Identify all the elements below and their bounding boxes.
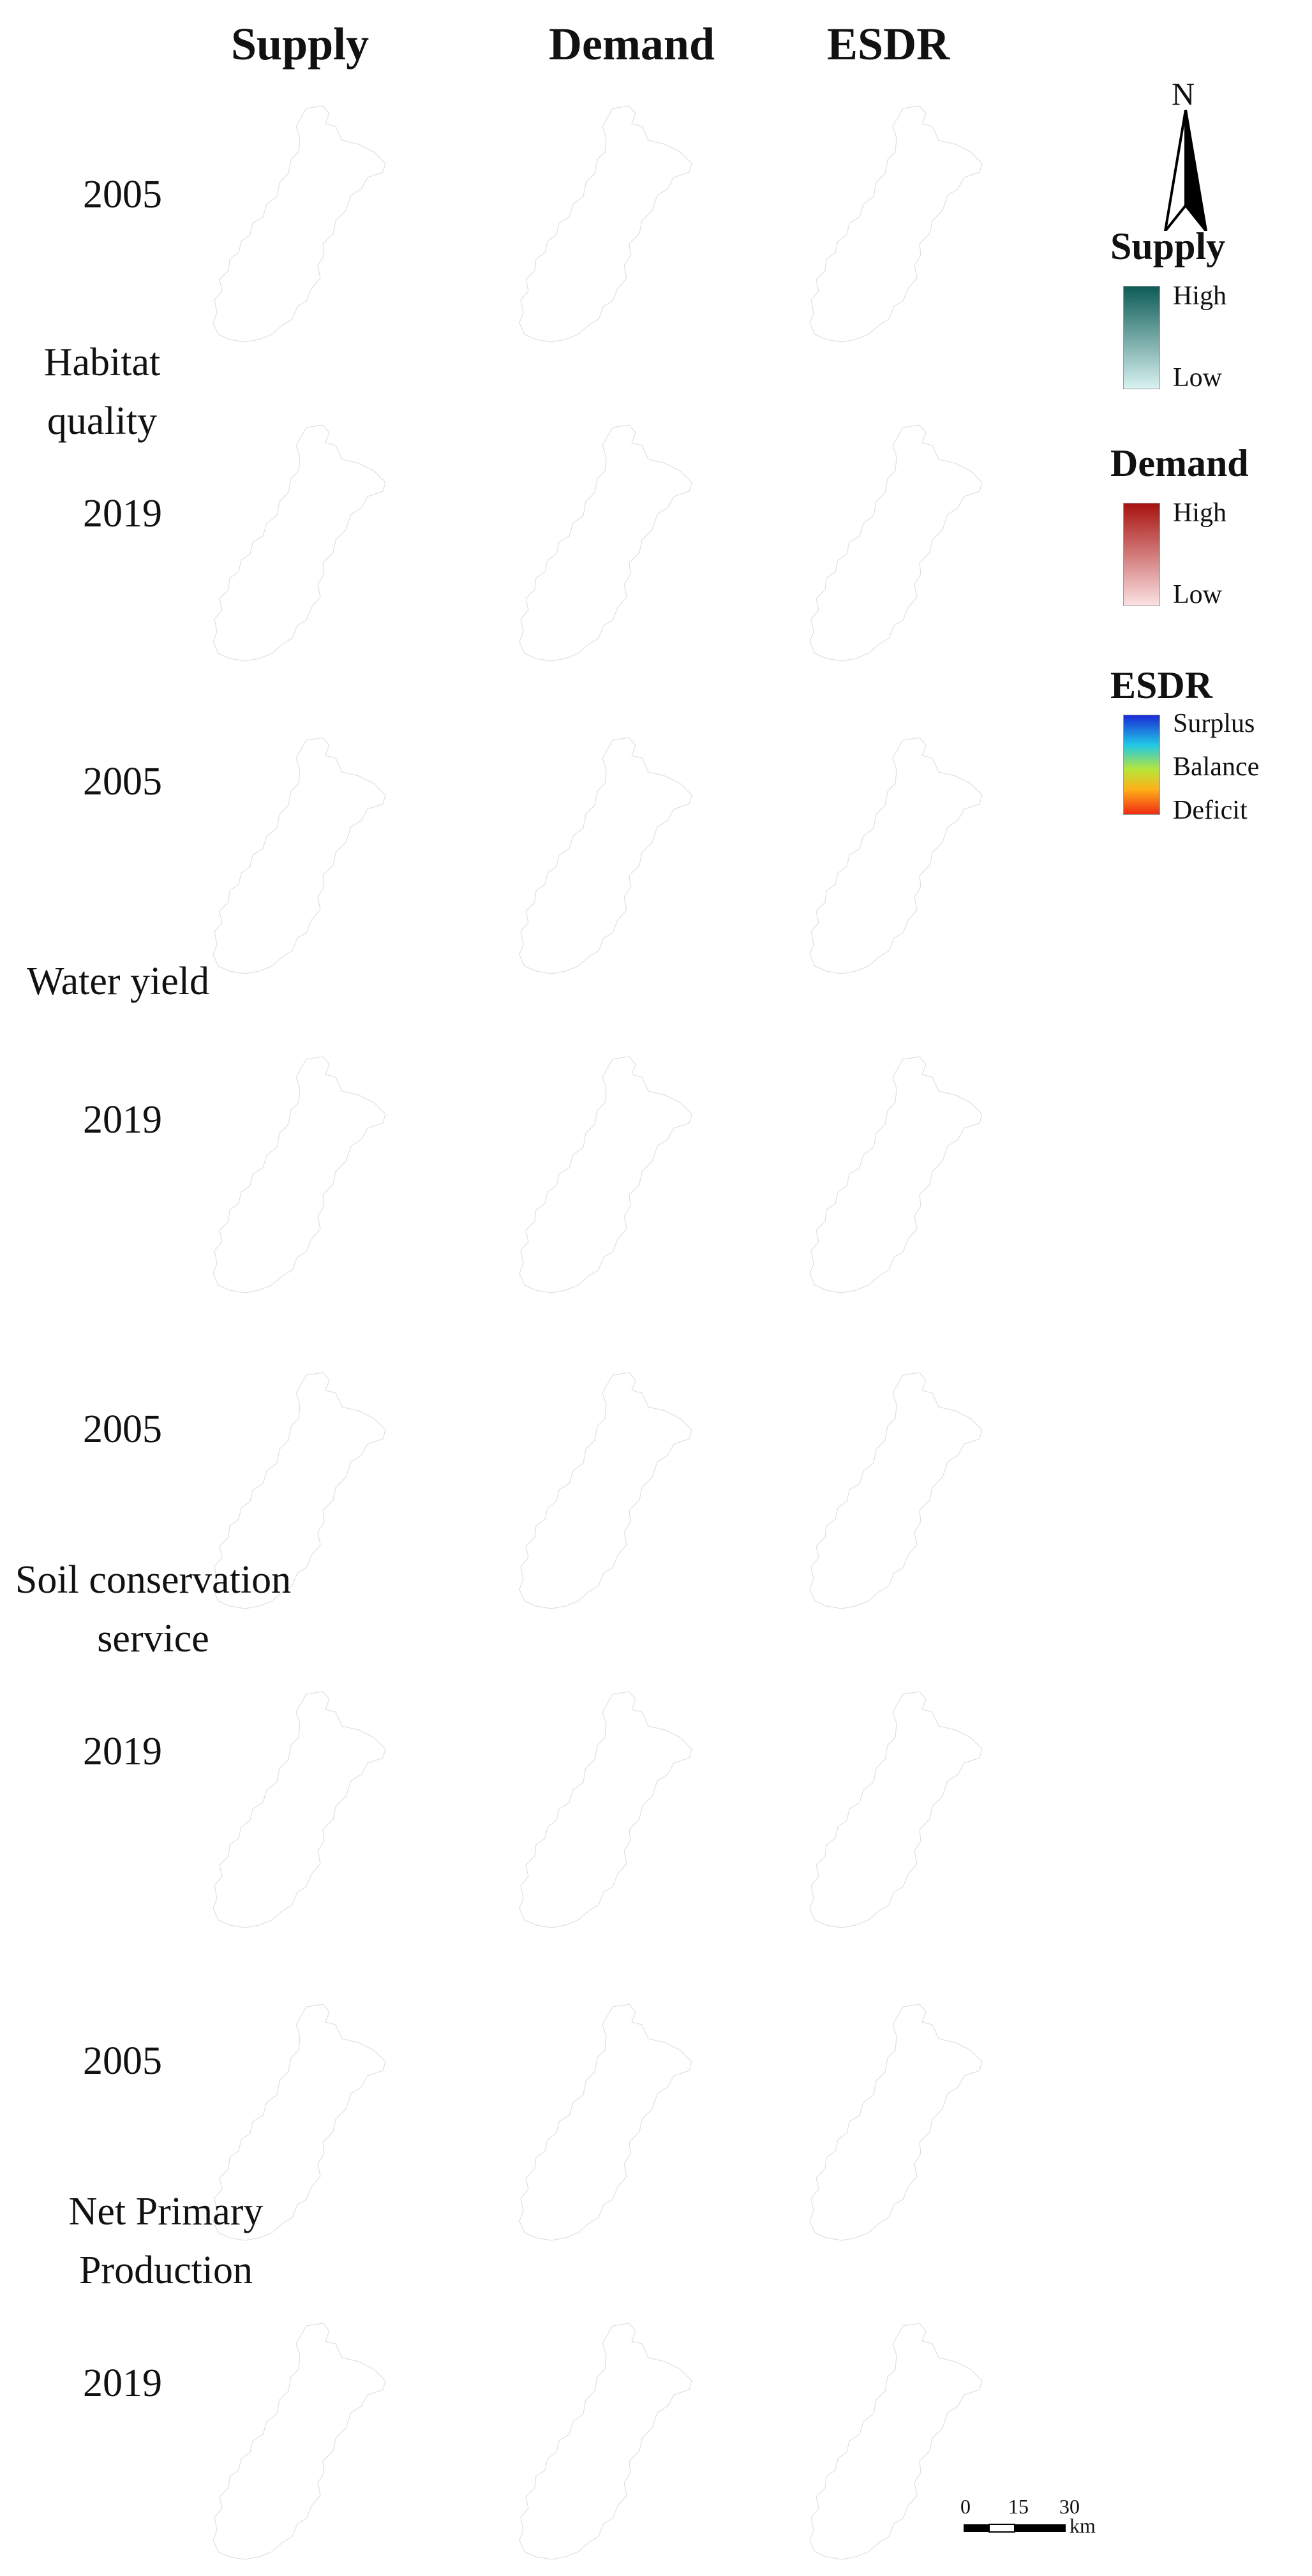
legend-supply-title: Supply (1110, 225, 1226, 267)
service-label-line: Soil conservation (15, 1558, 292, 1602)
legend-esdr-balance: Balance (1173, 752, 1260, 782)
column-header-supply: Supply (231, 19, 369, 70)
legend-esdr-title: ESDR (1110, 664, 1213, 706)
legend-demand-high: High (1173, 498, 1226, 528)
service-label-npp: Net Primary Production (0, 2182, 345, 2300)
map-esdr (807, 421, 986, 664)
year-label: 2005 (83, 2039, 162, 2083)
service-label-soil: Soil conservation service (0, 1551, 332, 1668)
service-label-line: service (97, 1617, 209, 1660)
map-demand (517, 2000, 696, 2243)
legend-demand-low: Low (1173, 580, 1222, 609)
scale-tick-label: 30 (1059, 2495, 1080, 2518)
scale-tick-label: 0 (960, 2495, 971, 2518)
legend-demand-title: Demand (1110, 442, 1249, 484)
map-demand (517, 1369, 696, 1611)
map-supply (211, 421, 389, 664)
column-header-esdr: ESDR (827, 19, 950, 70)
map-esdr (807, 1369, 986, 1611)
map-demand (517, 102, 696, 345)
map-demand (517, 734, 696, 976)
legend-supply-high: High (1173, 281, 1226, 311)
map-esdr (807, 734, 986, 976)
north-arrow-icon (1163, 110, 1208, 231)
service-label-line: Habitat (43, 341, 161, 384)
legend-esdr-surplus: Surplus (1173, 709, 1255, 738)
map-supply (211, 1688, 389, 1930)
map-supply (211, 102, 389, 345)
scale-unit: km (1070, 2514, 1096, 2537)
year-label: 2019 (83, 1098, 162, 1142)
service-label-water: Water yield (0, 952, 297, 1011)
year-label: 2019 (83, 1730, 162, 1773)
map-supply (211, 2000, 389, 2243)
year-label: 2005 (83, 760, 162, 803)
year-label: 2019 (83, 2362, 162, 2405)
map-supply (211, 1369, 389, 1611)
legend-esdr-bar (1123, 715, 1160, 815)
scale-tick-label: 15 (1008, 2495, 1029, 2518)
map-esdr (807, 2000, 986, 2243)
legend-esdr-deficit: Deficit (1173, 796, 1248, 825)
service-label-line: Water yield (27, 960, 209, 1003)
service-label-line: quality (47, 399, 158, 443)
legend-supply-low: Low (1173, 363, 1222, 392)
map-demand (517, 1053, 696, 1295)
map-supply (211, 1053, 389, 1295)
year-label: 2005 (83, 1408, 162, 1451)
north-label: N (1172, 76, 1195, 112)
map-demand (517, 1688, 696, 1930)
service-label-line: Net Primary (68, 2190, 264, 2233)
map-supply (211, 2319, 389, 2562)
map-esdr (807, 102, 986, 345)
service-label-line: Production (78, 2249, 253, 2292)
scale-bar (964, 2524, 1066, 2533)
map-demand (517, 421, 696, 664)
column-header-demand: Demand (549, 19, 715, 70)
map-demand (517, 2319, 696, 2562)
service-label-habitat: Habitat quality (0, 333, 281, 450)
legend-demand-bar (1123, 503, 1160, 606)
map-esdr (807, 2319, 986, 2562)
year-label: 2005 (83, 173, 162, 216)
year-label: 2019 (83, 492, 162, 535)
map-esdr (807, 1053, 986, 1295)
map-supply (211, 734, 389, 976)
legend-supply-bar (1123, 286, 1160, 389)
map-esdr (807, 1688, 986, 1930)
